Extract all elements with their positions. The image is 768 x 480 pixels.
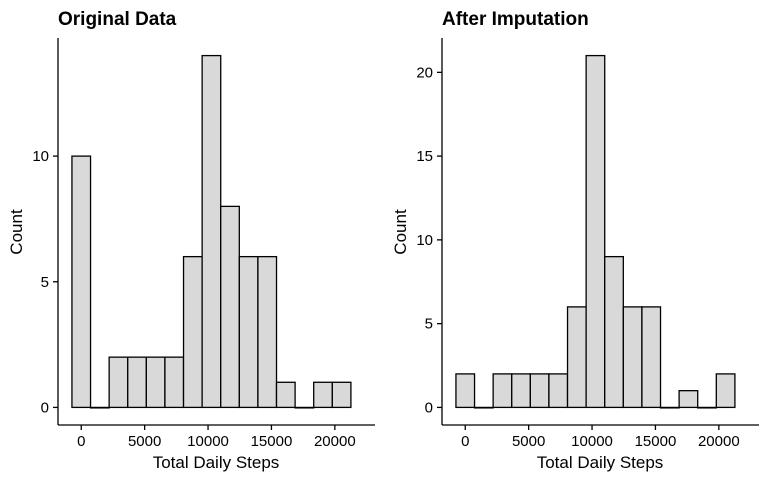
bars-original <box>71 54 352 409</box>
x-tick-label-original-4: 20000 <box>314 433 356 450</box>
chart-title-original: Original Data <box>58 9 177 30</box>
histogram-bar-original-5 <box>164 356 185 409</box>
x-tick-label-imputation-1: 5000 <box>512 433 545 450</box>
histogram-bar-original-11 <box>275 381 296 409</box>
histogram-bar-original-14 <box>331 381 352 409</box>
x-axis-label-original: Total Daily Steps <box>153 453 280 472</box>
histogram-bar-original-2 <box>108 356 129 409</box>
histogram-bar-imputation-6 <box>566 306 587 409</box>
x-tick-label-original-2: 10000 <box>187 433 229 450</box>
y-tick-label-imputation-3: 15 <box>416 148 433 165</box>
y-tick-label-original-1: 5 <box>41 274 49 291</box>
histogram-bar-imputation-11 <box>659 406 680 409</box>
y-tick-label-original-0: 0 <box>41 399 49 416</box>
x-tick-label-imputation-2: 10000 <box>571 433 613 450</box>
histogram-bar-original-10 <box>257 255 278 409</box>
histogram-bar-original-13 <box>313 381 333 409</box>
histogram-bar-imputation-2 <box>492 373 513 409</box>
x-tick-label-imputation-0: 0 <box>461 433 469 450</box>
y-ticks-original: 0 5 10 <box>32 148 58 416</box>
bars-imputation <box>455 54 736 409</box>
histogram-bar-original-7 <box>201 54 222 409</box>
x-ticks-original: 0 5000 10000 15000 20000 <box>77 425 356 450</box>
y-axis-label-imputation: Count <box>391 209 410 255</box>
histogram-bar-imputation-12 <box>678 390 699 409</box>
histogram-bar-original-3 <box>127 356 147 409</box>
y-tick-label-imputation-1: 5 <box>425 316 433 333</box>
histogram-bar-original-1 <box>89 406 110 409</box>
y-axis-label-original: Count <box>7 209 26 255</box>
histogram-bar-original-9 <box>238 255 259 409</box>
y-ticks-imputation: 0 5 10 15 20 <box>416 64 442 416</box>
panel-after-imputation: After Imputation 0 5 10 15 20 0 5000 10000 1500… <box>391 9 759 472</box>
histogram-bar-original-0 <box>71 155 92 409</box>
chart-title-imputation: After Imputation <box>442 9 589 30</box>
x-tick-label-original-0: 0 <box>77 433 85 450</box>
x-ticks-imputation: 0 5000 10000 15000 20000 <box>461 425 740 450</box>
histogram-bar-imputation-0 <box>455 373 476 409</box>
histogram-bar-imputation-8 <box>604 255 624 409</box>
x-tick-label-imputation-3: 15000 <box>635 433 677 450</box>
y-tick-label-imputation-2: 10 <box>416 232 433 249</box>
histogram-bar-original-12 <box>294 406 315 409</box>
y-tick-label-imputation-0: 0 <box>425 399 433 416</box>
y-tick-label-original-2: 10 <box>32 148 49 165</box>
histogram-bar-original-6 <box>182 255 203 409</box>
histogram-bar-imputation-9 <box>622 306 643 409</box>
histogram-bar-imputation-3 <box>511 373 531 409</box>
histogram-bar-imputation-14 <box>715 373 736 409</box>
x-tick-label-original-1: 5000 <box>128 433 161 450</box>
histogram-bar-original-4 <box>145 356 166 409</box>
histogram-bar-imputation-1 <box>473 406 494 409</box>
x-axis-label-imputation: Total Daily Steps <box>537 453 664 472</box>
histogram-bar-original-8 <box>220 205 240 409</box>
x-tick-label-imputation-4: 20000 <box>698 433 740 450</box>
x-tick-label-original-3: 15000 <box>251 433 293 450</box>
histogram-bar-imputation-4 <box>529 373 550 409</box>
y-tick-label-imputation-4: 20 <box>416 64 433 81</box>
histogram-bar-imputation-13 <box>697 406 717 409</box>
histogram-bar-imputation-10 <box>641 306 662 409</box>
histogram-bar-imputation-5 <box>548 373 569 409</box>
histogram-bar-imputation-7 <box>585 54 606 409</box>
